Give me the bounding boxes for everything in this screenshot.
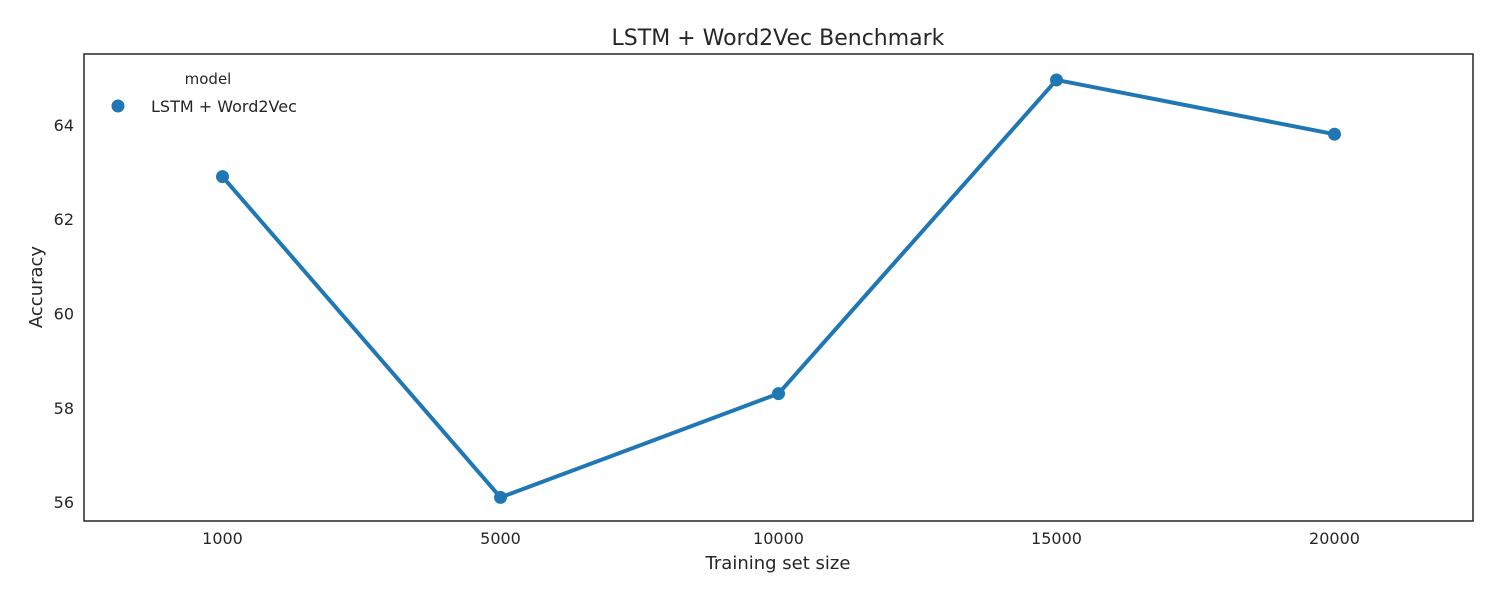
plot-frame — [83, 53, 1474, 522]
legend-marker — [111, 99, 125, 113]
x-tick-label: 15000 — [1031, 529, 1082, 548]
legend: model LSTM + Word2Vec — [111, 70, 297, 116]
x-axis-ticks: 1000 5000 10000 15000 20000 — [202, 529, 1360, 548]
chart-title: LSTM + Word2Vec Benchmark — [612, 26, 945, 51]
y-axis-ticks: 56 58 60 62 64 — [54, 116, 74, 512]
x-tick-label: 20000 — [1309, 529, 1360, 548]
legend-title: model — [185, 70, 232, 88]
x-tick-label: 1000 — [202, 529, 243, 548]
data-point — [1328, 127, 1341, 141]
y-tick-label: 60 — [54, 304, 74, 323]
y-axis-label: Accuracy — [26, 246, 47, 329]
legend-label: LSTM + Word2Vec — [151, 97, 297, 116]
y-tick-label: 64 — [54, 116, 74, 135]
x-axis-label: Training set size — [705, 553, 851, 574]
y-tick-label: 58 — [54, 399, 74, 418]
data-point — [494, 490, 507, 504]
data-point — [216, 170, 229, 184]
data-point — [772, 387, 785, 401]
series-layer — [216, 73, 1341, 504]
y-tick-label: 56 — [54, 493, 74, 512]
x-tick-label: 5000 — [480, 529, 521, 548]
data-point — [1050, 73, 1063, 87]
x-tick-label: 10000 — [753, 529, 804, 548]
y-tick-label: 62 — [54, 210, 74, 229]
